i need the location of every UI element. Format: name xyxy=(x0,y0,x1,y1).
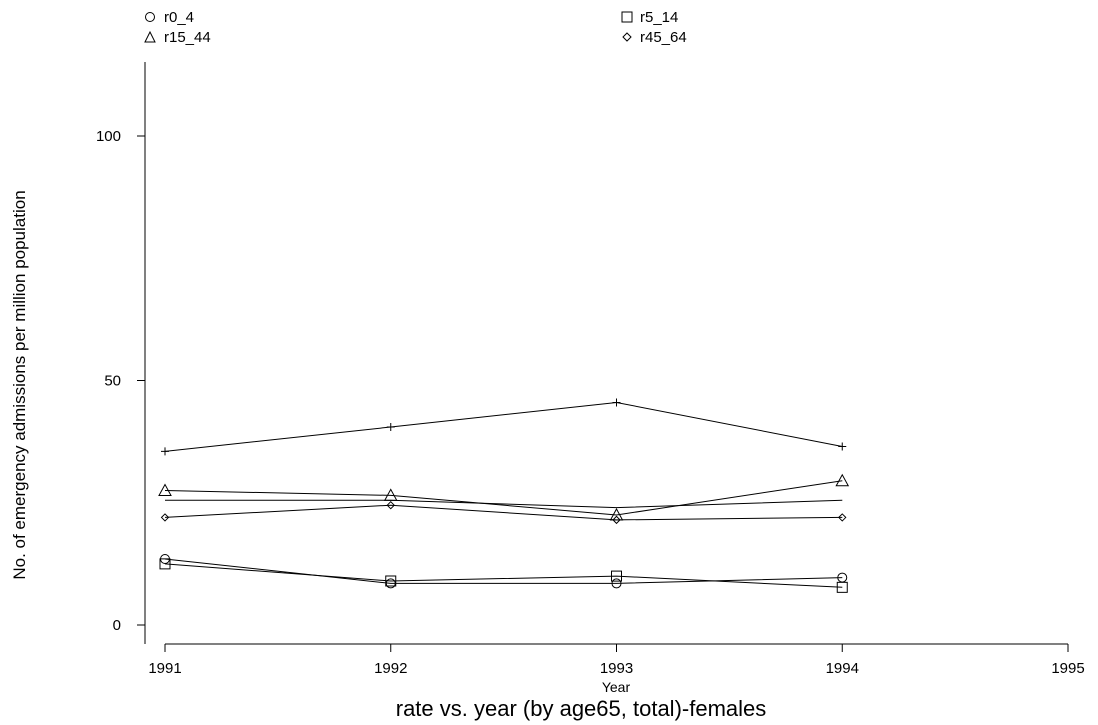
x-tick-label: 1994 xyxy=(826,660,859,677)
y-axis-label: No. of emergency admissions per million … xyxy=(10,190,29,579)
data-point-diamond xyxy=(160,513,170,522)
x-tick-label: 1993 xyxy=(600,660,633,677)
legend-marker-diamond xyxy=(622,32,632,42)
data-point-diamond xyxy=(838,513,847,522)
y-tick-label: 100 xyxy=(96,128,121,145)
series-r15_44 xyxy=(158,473,850,521)
data-point-circle xyxy=(611,578,622,589)
x-ticks: 1991 1992 1993 1994 1995 xyxy=(148,644,1085,677)
y-ticks: 0 50 100 xyxy=(96,128,145,634)
legend: r0_4 r5_14 r15_44 r45_64 xyxy=(144,9,687,46)
series-unnamed-5 xyxy=(165,499,843,509)
series-line xyxy=(164,563,843,588)
data-point-diamond xyxy=(386,500,395,510)
data-point-diamond xyxy=(612,515,621,525)
data-point-plus xyxy=(838,442,847,451)
series-line xyxy=(164,401,843,452)
legend-label: r5_14 xyxy=(640,9,678,26)
data-point-square xyxy=(159,558,171,570)
data-point-square xyxy=(385,575,397,587)
series-r5_14 xyxy=(159,558,848,593)
axes xyxy=(144,62,1068,645)
x-axis-label: Year xyxy=(602,679,631,695)
series-r45_64 xyxy=(160,500,847,525)
series-line xyxy=(164,558,843,584)
data-point-plus xyxy=(612,398,621,407)
series xyxy=(158,398,850,593)
legend-item: r5_14 xyxy=(621,9,678,26)
data-point-square xyxy=(836,581,848,593)
data-point-plus xyxy=(161,447,169,456)
legend-item: r15_44 xyxy=(144,29,211,46)
x-tick-label: 1991 xyxy=(148,660,181,677)
series-line xyxy=(164,504,843,521)
legend-label: r45_64 xyxy=(640,29,687,46)
legend-label: r0_4 xyxy=(164,9,194,26)
series-unnamed-4 xyxy=(161,398,847,456)
series-line xyxy=(165,499,843,509)
data-point-square xyxy=(611,570,622,582)
data-point-triangle xyxy=(158,483,172,497)
x-tick-label: 1992 xyxy=(374,660,407,677)
legend-item: r45_64 xyxy=(622,29,687,46)
chart-title: rate vs. year (by age65, total)-females xyxy=(396,696,767,721)
legend-item: r0_4 xyxy=(145,9,194,26)
y-tick-label: 0 xyxy=(113,617,121,634)
x-tick-label: 1995 xyxy=(1051,660,1084,677)
legend-marker-circle xyxy=(145,12,155,22)
y-tick-label: 50 xyxy=(104,373,121,390)
data-point-plus xyxy=(386,422,395,431)
legend-marker-square xyxy=(621,11,633,23)
legend-marker-triangle xyxy=(144,30,156,43)
legend-label: r15_44 xyxy=(164,29,211,46)
series-line xyxy=(164,480,843,516)
data-point-triangle xyxy=(835,473,850,487)
